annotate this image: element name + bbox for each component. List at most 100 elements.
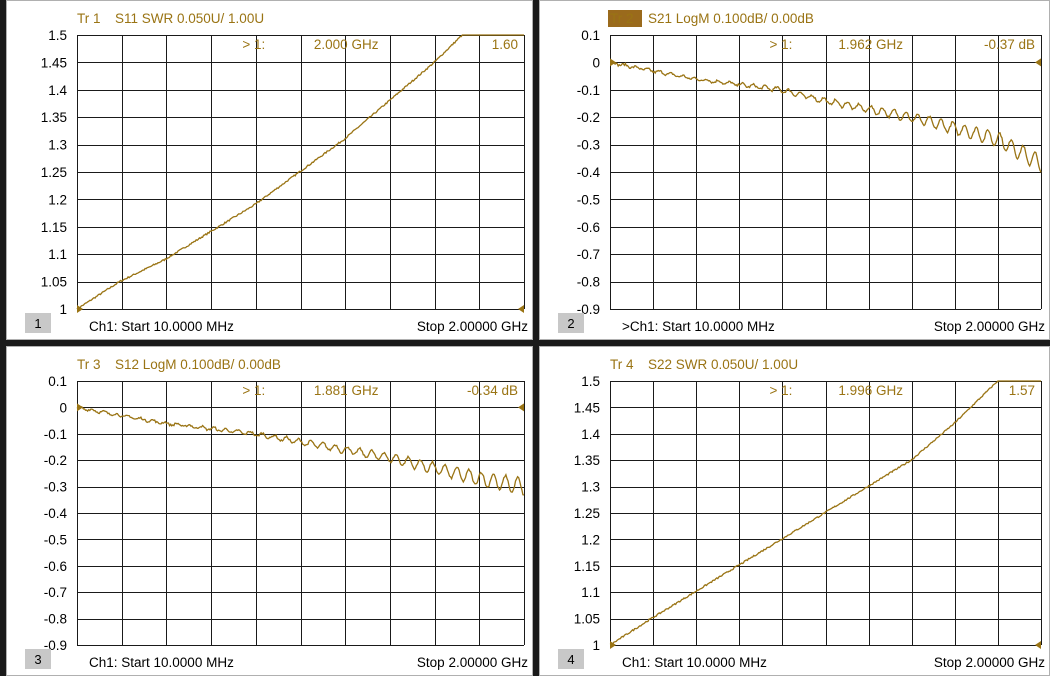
y-tick-label: -0.6	[577, 220, 600, 235]
y-tick-label: 1.15	[41, 220, 67, 235]
channel-number: 3	[34, 652, 41, 667]
y-tick-label: 0.1	[581, 28, 600, 43]
channel-number: 4	[567, 652, 574, 667]
marker-frequency: 1.881 GHz	[314, 383, 379, 398]
grid	[77, 381, 525, 646]
trace-format-scale: S12 LogM 0.100dB/ 0.00dB	[115, 357, 281, 372]
y-tick-label: 1.5	[581, 374, 600, 389]
trace-panel-2[interactable]: Tr 2 S21 LogM 0.100dB/ 0.00dB > 1: 1.962 GH…	[539, 0, 1050, 340]
trace-line	[76, 34, 524, 310]
marker-frequency: 1.962 GHz	[838, 37, 903, 52]
trace-label: Tr 4	[610, 357, 634, 372]
trace-label: Tr 3	[77, 357, 101, 372]
trace-line	[609, 380, 1041, 646]
frame-bottom	[0, 676, 1050, 681]
y-tick-label: -0.2	[44, 453, 67, 468]
y-tick-label: -0.1	[44, 427, 67, 442]
y-tick-label: -0.7	[577, 247, 600, 262]
y-tick-label: -0.2	[577, 110, 600, 125]
y-tick-label: 1.4	[581, 427, 600, 442]
trace-label: Tr 2	[610, 11, 634, 26]
y-tick-label: 1.2	[48, 192, 67, 207]
trace-format-scale: S11 SWR 0.050U/ 1.00U	[115, 11, 264, 26]
marker-index: > 1:	[769, 383, 792, 398]
reference-marker-left	[610, 641, 616, 649]
marker-frequency: 2.000 GHz	[314, 37, 379, 52]
active-trace-highlight	[608, 10, 642, 27]
channel-badge[interactable]	[558, 649, 584, 669]
y-tick-label: -0.4	[44, 506, 68, 521]
y-tick-label: 1	[59, 302, 67, 317]
y-tick-label: 1.45	[574, 400, 600, 415]
y-tick-label: 0.1	[48, 374, 67, 389]
marker-index: > 1:	[242, 37, 265, 52]
channel-badge[interactable]	[25, 649, 51, 669]
y-tick-label: 1.35	[41, 110, 67, 125]
trace-format-scale: S22 SWR 0.050U/ 1.00U	[648, 357, 798, 372]
y-tick-label: 1.25	[41, 165, 67, 180]
trace-plot-svg: Tr 1 S11 SWR 0.050U/ 1.00U > 1: 2.000 GHz 1.…	[25, 11, 528, 334]
reference-marker-right	[518, 305, 524, 313]
marker-index: > 1:	[769, 37, 792, 52]
trace-plot-svg: Tr 4 S22 SWR 0.050U/ 1.00U > 1: 1.996 GHz 1.…	[558, 357, 1045, 670]
sweep-stop: Stop 2.00000 GHz	[417, 655, 528, 670]
marker-value: 1.57	[1009, 383, 1035, 398]
y-tick-label: 1.5	[48, 28, 67, 43]
y-tick-label: -0.3	[577, 138, 600, 153]
y-tick-label: 1.1	[48, 247, 67, 262]
y-tick-label: -0.5	[44, 532, 67, 547]
channel-badge[interactable]	[25, 313, 51, 333]
sweep-start: >Ch1: Start 10.0000 MHz	[622, 319, 775, 334]
marker-index: > 1:	[242, 383, 265, 398]
reference-marker-left	[77, 305, 83, 313]
y-tick-label: -0.4	[577, 165, 601, 180]
channel-number: 1	[34, 316, 41, 331]
trace-label: Tr 1	[77, 11, 101, 26]
reference-marker-right	[1035, 58, 1041, 67]
trace-plot-svg: Tr 2 S21 LogM 0.100dB/ 0.00dB > 1: 1.962 GH…	[558, 10, 1045, 334]
y-tick-label: -0.6	[44, 559, 67, 574]
trace-line	[610, 60, 1042, 173]
y-tick-label: 0	[592, 55, 600, 70]
reference-marker-right	[518, 403, 524, 412]
marker-value: 1.60	[492, 37, 518, 52]
trace-line	[76, 405, 525, 496]
y-tick-label: 1.2	[581, 532, 600, 547]
channel-number: 2	[567, 316, 574, 331]
y-tick-label: -0.1	[577, 83, 600, 98]
y-tick-label: 0	[59, 400, 67, 415]
marker-value: -0.37 dB	[984, 37, 1035, 52]
trace-plot-svg: Tr 3 S12 LogM 0.100dB/ 0.00dB > 1: 1.881 GH…	[25, 357, 528, 670]
sweep-start: Ch1: Start 10.0000 MHz	[89, 319, 234, 334]
sweep-start: Ch1: Start 10.0000 MHz	[622, 655, 767, 670]
panel-divider-horizontal	[0, 340, 1050, 346]
sweep-stop: Stop 2.00000 GHz	[417, 319, 528, 334]
y-tick-label: -0.3	[44, 480, 67, 495]
sweep-stop: Stop 2.00000 GHz	[934, 655, 1045, 670]
y-tick-label: -0.7	[44, 585, 67, 600]
sweep-start: Ch1: Start 10.0000 MHz	[89, 655, 234, 670]
y-tick-label: 1.3	[48, 138, 67, 153]
y-tick-label: 1.1	[581, 585, 600, 600]
reference-marker-right	[1035, 641, 1041, 649]
trace-panel-1[interactable]: Tr 1 S11 SWR 0.050U/ 1.00U > 1: 2.000 GHz 1.…	[6, 0, 533, 340]
y-tick-label: 1.05	[41, 275, 67, 290]
sweep-stop: Stop 2.00000 GHz	[934, 319, 1045, 334]
y-tick-label: -0.8	[44, 612, 67, 627]
channel-badge[interactable]	[558, 313, 584, 333]
trace-panel-4[interactable]: Tr 4 S22 SWR 0.050U/ 1.00U > 1: 1.996 GHz 1.…	[539, 346, 1050, 676]
y-tick-label: 1.3	[581, 480, 600, 495]
y-tick-label: -0.5	[577, 192, 600, 207]
grid	[77, 35, 525, 310]
grid	[610, 35, 1042, 310]
reference-marker-left	[610, 58, 616, 67]
marker-frequency: 1.996 GHz	[838, 383, 903, 398]
y-tick-label: 1	[592, 638, 600, 653]
y-tick-label: 1.4	[48, 83, 67, 98]
marker-value: -0.34 dB	[467, 383, 518, 398]
y-tick-label: 1.05	[574, 612, 600, 627]
reference-marker-left	[77, 403, 83, 412]
y-tick-label: -0.8	[577, 275, 600, 290]
trace-panel-3[interactable]: Tr 3 S12 LogM 0.100dB/ 0.00dB > 1: 1.881 GH…	[6, 346, 533, 676]
y-tick-label: 1.15	[574, 559, 600, 574]
